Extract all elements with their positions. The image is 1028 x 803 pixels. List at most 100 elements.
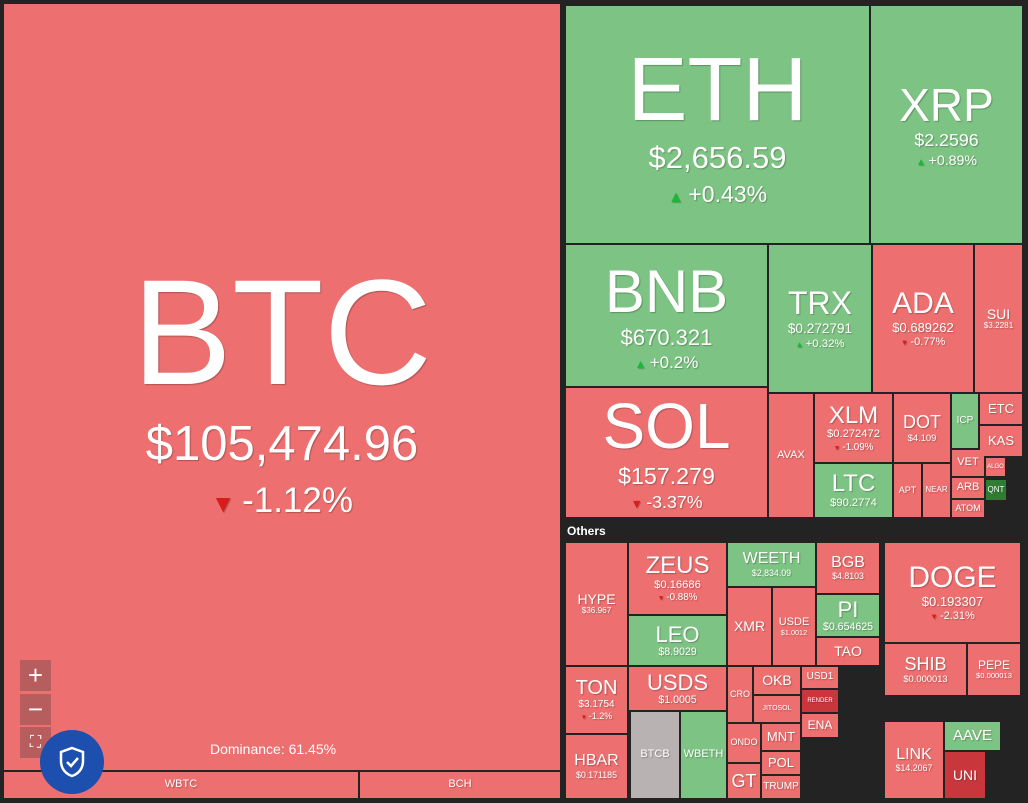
trend-arrow: ▼ bbox=[630, 497, 647, 512]
coin-price: $0.000013 bbox=[903, 673, 948, 685]
coin-price: $0.000013 bbox=[976, 671, 1012, 681]
coin-symbol: KAS bbox=[987, 433, 1014, 449]
coin-symbol: SHIB bbox=[904, 653, 947, 674]
coin-tile[interactable]: ALGO bbox=[986, 458, 1005, 476]
coin-tile[interactable]: DOGE $0.193307 ▼ -2.31% bbox=[885, 543, 1020, 642]
coin-symbol: BCH bbox=[448, 778, 472, 791]
coin-tile[interactable]: KAS bbox=[980, 426, 1022, 456]
coin-tile[interactable]: AAVE bbox=[945, 722, 1000, 750]
coin-tile[interactable]: USDE $1.0012 bbox=[773, 588, 815, 665]
coin-tile[interactable]: ARB bbox=[952, 478, 984, 498]
coin-tile[interactable]: POL bbox=[762, 752, 800, 774]
trend-arrow: ▼ bbox=[930, 612, 940, 622]
coin-symbol: XLM bbox=[828, 401, 879, 429]
coin-price: $36.967 bbox=[581, 606, 612, 616]
coin-tile[interactable]: HYPE $36.967 bbox=[566, 543, 627, 665]
coin-tile[interactable]: PI $0.654625 bbox=[817, 595, 879, 636]
coin-price: $1.0012 bbox=[780, 627, 808, 637]
coin-price: $14.2067 bbox=[895, 763, 933, 774]
coin-symbol: WBTC bbox=[164, 778, 198, 791]
trend-arrow: ▼ bbox=[580, 714, 589, 722]
coin-tile[interactable]: XLM $0.272472 ▼ -1.09% bbox=[815, 394, 892, 462]
coin-change: ▼ -1.12% bbox=[211, 482, 353, 520]
coin-tile[interactable]: LEO $8.9029 bbox=[629, 616, 726, 665]
trend-arrow: ▲ bbox=[795, 339, 806, 349]
coin-symbol: GT bbox=[731, 770, 757, 791]
coin-tile[interactable]: TRX $0.272791 ▲ +0.32% bbox=[769, 245, 871, 392]
coin-symbol: POL bbox=[767, 755, 794, 771]
coin-tile[interactable]: QNT bbox=[986, 480, 1006, 500]
coin-tile[interactable]: LTC $90.2774 bbox=[815, 464, 892, 517]
coin-tile[interactable]: TON $3.1754 ▼ -1.2% bbox=[566, 667, 627, 733]
coin-tile[interactable]: BCH bbox=[360, 772, 560, 798]
coin-tile[interactable]: BGB $4.8103 bbox=[817, 543, 879, 593]
coin-price: $4.109 bbox=[907, 431, 937, 443]
coin-tile[interactable]: BTCB bbox=[631, 712, 679, 798]
coin-symbol: WBETH bbox=[683, 748, 724, 761]
coin-symbol: ADA bbox=[892, 287, 954, 321]
coin-symbol: AVAX bbox=[777, 448, 805, 461]
coin-tile[interactable]: NEAR bbox=[923, 464, 950, 517]
coin-tile[interactable]: SUI $3.2281 bbox=[975, 245, 1022, 392]
coin-tile[interactable]: XRP $2.2596 ▲ +0.89% bbox=[871, 6, 1022, 243]
change-text: +0.2% bbox=[649, 352, 699, 372]
coin-tile[interactable]: DOT $4.109 bbox=[894, 394, 950, 462]
coin-tile[interactable]: ONDO bbox=[728, 724, 760, 762]
coin-price: $8.9029 bbox=[658, 646, 697, 659]
coin-tile[interactable]: ENA bbox=[802, 714, 838, 737]
coin-tile[interactable]: ADA $0.689262 ▼ -0.77% bbox=[873, 245, 973, 392]
coin-symbol: ETH bbox=[627, 40, 808, 141]
coin-tile[interactable]: UNI bbox=[945, 752, 985, 798]
coin-tile[interactable]: MNT bbox=[762, 724, 800, 750]
zoom-in[interactable]: + bbox=[20, 660, 51, 691]
coin-tile[interactable]: ATOM bbox=[952, 500, 984, 517]
coin-symbol: TRX bbox=[788, 284, 852, 321]
coin-tile[interactable]: XMR bbox=[728, 588, 771, 665]
coin-tile[interactable]: OKB bbox=[754, 667, 800, 694]
coin-symbol: USDS bbox=[646, 669, 709, 695]
coin-tile[interactable]: WEETH $2,834.09 bbox=[728, 543, 815, 586]
coin-price: $157.279 bbox=[618, 462, 715, 489]
coin-tile[interactable]: AVAX bbox=[769, 394, 813, 517]
coin-price: $670.321 bbox=[620, 324, 713, 350]
coin-tile[interactable]: CRO bbox=[728, 667, 752, 722]
coin-tile[interactable]: GT bbox=[728, 764, 760, 798]
change-text: -0.77% bbox=[910, 336, 946, 349]
coin-tile[interactable]: TRUMP bbox=[762, 776, 800, 798]
coin-tile[interactable]: APT bbox=[894, 464, 921, 517]
coin-tile[interactable]: ICP bbox=[952, 394, 978, 448]
coin-tile[interactable]: ETH $2,656.59 ▲ +0.43% bbox=[566, 6, 869, 243]
coin-symbol: HYPE bbox=[577, 591, 616, 607]
shield-button[interactable] bbox=[40, 730, 104, 794]
coin-tile[interactable]: SOL $157.279 ▼ -3.37% bbox=[566, 388, 767, 517]
coin-tile[interactable]: USD1 bbox=[802, 667, 838, 688]
coin-tile[interactable]: RENDER bbox=[802, 690, 838, 712]
coin-price: $0.654625 bbox=[822, 621, 874, 634]
coin-change: ▼ -1.2% bbox=[581, 712, 613, 722]
zoom-out[interactable]: − bbox=[20, 694, 51, 725]
coin-price: $2.2596 bbox=[914, 130, 979, 151]
coin-tile[interactable]: SHIB $0.000013 bbox=[885, 644, 966, 695]
coin-tile[interactable]: PEPE $0.000013 bbox=[968, 644, 1020, 695]
coin-tile[interactable]: VET bbox=[952, 450, 984, 476]
coin-tile[interactable]: WBETH bbox=[681, 712, 726, 798]
coin-tile[interactable]: USDS $1.0005 bbox=[629, 667, 726, 710]
coin-symbol: NEAR bbox=[925, 485, 948, 495]
change-text: -2.31% bbox=[939, 610, 975, 623]
change-text: -0.88% bbox=[666, 592, 698, 604]
coin-tile[interactable]: BNB $670.321 ▲ +0.2% bbox=[566, 245, 767, 386]
coin-tile[interactable]: ETC bbox=[980, 394, 1022, 424]
coin-symbol: ARB bbox=[956, 481, 980, 494]
coin-symbol: QNT bbox=[987, 484, 1005, 494]
coin-symbol: APT bbox=[898, 484, 917, 495]
coin-tile[interactable]: BTC $105,474.96 ▼ -1.12% bbox=[4, 4, 560, 770]
coin-tile[interactable]: LINK $14.2067 bbox=[885, 722, 943, 798]
coin-symbol: ETC bbox=[988, 401, 1014, 417]
coin-tile[interactable]: ZEUS $0.16686 ▼ -0.88% bbox=[629, 543, 726, 614]
coin-tile[interactable]: TAO bbox=[817, 638, 879, 665]
coin-change: ▼ -3.37% bbox=[630, 493, 702, 512]
coin-tile[interactable]: HBAR $0.171185 bbox=[566, 735, 627, 798]
coin-tile[interactable]: JITOSOL bbox=[754, 696, 800, 722]
coin-symbol: ATOM bbox=[955, 502, 981, 513]
coin-price: $0.689262 bbox=[892, 320, 954, 336]
